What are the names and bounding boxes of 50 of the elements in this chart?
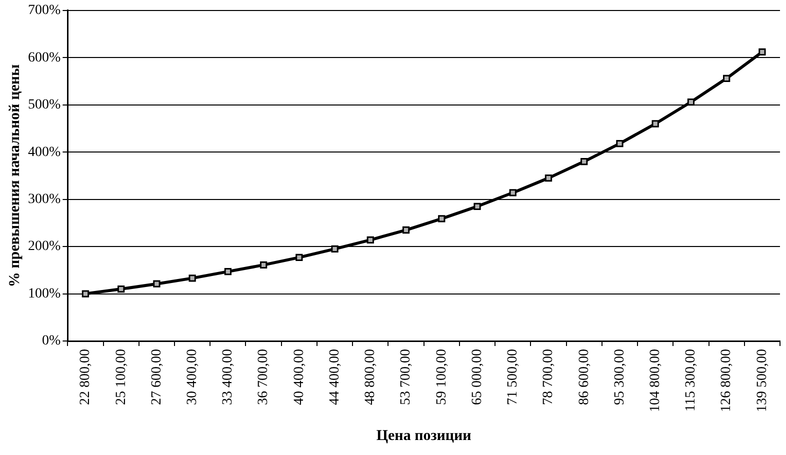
point xyxy=(260,261,268,269)
point xyxy=(366,236,374,244)
x-tick-label: 59 100,00 xyxy=(434,349,450,405)
y-axis-title: % превышения начальной цены xyxy=(6,64,23,288)
x-tick-label: 126 800,00 xyxy=(719,349,734,412)
point xyxy=(296,254,303,261)
x-tick-label: 30 400,00 xyxy=(184,349,200,405)
point xyxy=(188,274,196,282)
x-tick-label: 95 300,00 xyxy=(612,349,628,405)
point xyxy=(616,140,624,148)
x-tick-label: 25 100,00 xyxy=(114,349,129,405)
point xyxy=(509,189,516,196)
point xyxy=(82,290,90,298)
y-tick-label: 0% xyxy=(42,334,61,349)
x-tick-label: 36 700,00 xyxy=(256,349,272,405)
point xyxy=(652,120,659,128)
y-tick-label: 600% xyxy=(28,50,61,66)
x-tick-label: 104 800,00 xyxy=(648,349,664,412)
y-tick-label: 200% xyxy=(28,239,61,254)
x-tick-label: 40 400,00 xyxy=(292,349,307,405)
x-tick-label: 86 600,00 xyxy=(576,349,592,405)
point xyxy=(118,285,125,293)
point xyxy=(153,280,160,288)
y-tick-label: 300% xyxy=(28,192,61,207)
point xyxy=(580,158,588,166)
x-tick-label: 71 500,00 xyxy=(506,349,521,405)
x-tick-label: 53 700,00 xyxy=(398,349,414,405)
point xyxy=(224,268,232,276)
point xyxy=(687,98,695,106)
x-tick-label: 33 400,00 xyxy=(220,349,236,405)
point xyxy=(331,245,338,252)
y-tick-label: 100% xyxy=(28,286,61,302)
x-tick-label: 44 400,00 xyxy=(327,349,342,405)
x-tick-label: 115 300,00 xyxy=(684,349,699,412)
x-tick-label: 139 500,00 xyxy=(754,349,770,412)
point xyxy=(758,48,766,56)
x-tick-label: 27 600,00 xyxy=(149,349,164,405)
point xyxy=(438,215,446,222)
x-tick-label: 65 000,00 xyxy=(470,349,485,405)
point xyxy=(474,202,481,210)
y-tick-label: 500% xyxy=(28,98,61,113)
y-tick-label: 700% xyxy=(28,3,61,18)
x-tick-label: 48 800,00 xyxy=(363,349,378,405)
point xyxy=(722,74,730,82)
x-tick-label: 78 700,00 xyxy=(541,349,556,405)
point xyxy=(544,174,552,182)
x-tick-label: 22 800,00 xyxy=(78,349,94,405)
point xyxy=(402,226,410,234)
y-tick-label: 400% xyxy=(28,144,61,160)
x-axis-title: Цена позиции xyxy=(376,428,472,444)
